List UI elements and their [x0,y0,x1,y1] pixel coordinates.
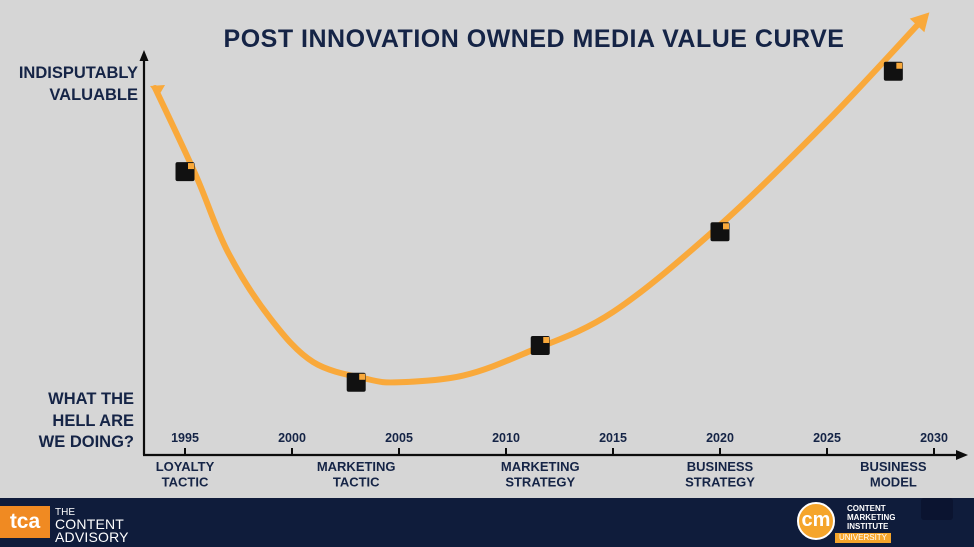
tca-name-line-2: CONTENT [55,516,125,532]
x-tick-label: 2020 [706,431,734,445]
milestone-marker-corner [543,336,550,343]
x-tick-label: 2025 [813,431,841,445]
cmi-name: CONTENT MARKETING INSTITUTE [847,504,895,531]
x-tick-label: 2005 [385,431,413,445]
y-label-bottom-line-2: HELL ARE [52,412,134,430]
y-label-bottom-line-1: WHAT THE [48,390,134,408]
stage-label: MARKETING [501,459,580,474]
cmi-logo-mark: cm [797,502,835,540]
stage-label: MARKETING [317,459,396,474]
stage-label: STRATEGY [505,475,575,490]
tca-name: THE CONTENT ADVISORY [55,507,129,544]
y-axis-arrow-icon [139,50,149,61]
cmi-name-line-3: INSTITUTE [847,522,889,531]
x-tick-label: 2030 [920,431,948,445]
stage-label: MODEL [870,475,917,490]
stage-label: BUSINESS [687,459,754,474]
cmi-university-label: UNIVERSITY [835,533,892,543]
stage-label: LOYALTY [156,459,215,474]
stage-label: BUSINESS [860,459,927,474]
cmi-name-line-1: CONTENT [847,504,886,513]
cmi-name-line-2: MARKETING [847,513,896,522]
curve-arrow-icon [909,12,930,33]
x-tick-label: 2000 [278,431,306,445]
chart-title: POST INNOVATION OWNED MEDIA VALUE CURVE [224,25,845,53]
curve-start-tip [150,84,166,97]
footer-bar: tca THE CONTENT ADVISORY cm CONTENT MARK… [0,498,974,547]
stage-label: TACTIC [162,475,209,490]
value-curve-line [152,18,925,386]
milestone-marker-corner [723,223,729,230]
cmi-logo: cm CONTENT MARKETING INSTITUTE UNIVERSIT… [797,500,897,545]
stage-label: TACTIC [333,475,380,490]
milestone-marker-corner [896,62,903,69]
x-tick-label: 2015 [599,431,627,445]
x-axis-arrow-icon [956,450,968,460]
x-tick-label: 1995 [171,431,199,445]
tca-name-line-3: ADVISORY [55,529,129,545]
corner-mark [921,498,953,520]
y-label-top-line-2: VALUABLE [49,86,138,104]
milestone-marker-corner [188,163,194,170]
tca-logo: tca [0,506,50,538]
y-label-bottom-line-3: WE DOING? [39,433,134,451]
tca-name-line-1: THE [55,507,75,518]
stage-label: STRATEGY [685,475,755,490]
x-tick-label: 2010 [492,431,520,445]
milestone-marker-corner [359,373,366,380]
y-label-top-line-1: INDISPUTABLY [19,64,138,82]
